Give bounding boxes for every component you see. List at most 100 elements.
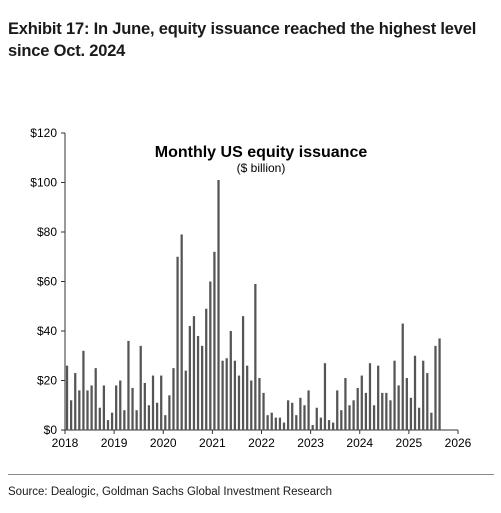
source-note: Source: Dealogic, Goldman Sachs Global I… — [8, 486, 333, 498]
y-tick-label: $40 — [37, 324, 57, 338]
issuance-bar — [246, 365, 249, 430]
x-tick-label: 2019 — [101, 436, 128, 450]
y-tick-label: $20 — [37, 374, 57, 388]
x-tick-label: 2022 — [248, 436, 275, 450]
issuance-bar — [319, 417, 322, 431]
issuance-bar — [282, 422, 286, 430]
issuance-bar — [303, 405, 306, 430]
issuance-bar — [188, 326, 191, 430]
x-tick-label: 2023 — [297, 436, 324, 450]
x-tick-label: 2018 — [52, 436, 79, 450]
issuance-bar — [323, 363, 327, 430]
x-tick-label: 2026 — [445, 436, 472, 450]
issuance-bar — [217, 180, 220, 430]
issuance-bar — [151, 375, 155, 430]
issuance-bar — [327, 420, 331, 430]
issuance-bar — [209, 281, 212, 430]
issuance-bar — [164, 415, 167, 430]
x-tick-label: 2025 — [396, 436, 423, 450]
divider-line — [8, 474, 494, 475]
issuance-bar — [205, 308, 208, 430]
issuance-bar — [201, 345, 204, 430]
issuance-bar — [430, 412, 433, 430]
issuance-bar — [348, 405, 351, 430]
issuance-bar — [360, 375, 363, 430]
issuance-bar — [405, 378, 408, 430]
issuance-bar — [127, 340, 130, 430]
equity-issuance-chart: $0$20$40$60$80$100$120 2018 2019 2020 2021 2… — [30, 126, 472, 450]
issuance-bar — [299, 397, 302, 430]
issuance-bar — [180, 234, 183, 430]
x-tick-label: 2020 — [150, 436, 177, 450]
issuance-bar — [368, 363, 372, 430]
issuance-bar — [86, 390, 89, 430]
issuance-bar — [229, 331, 232, 430]
y-tick-label: $0 — [44, 423, 58, 437]
issuance-bar — [377, 365, 380, 430]
issuance-bar — [160, 375, 163, 430]
issuance-bar — [196, 335, 200, 430]
issuance-bar — [295, 415, 298, 430]
issuance-bar — [389, 400, 392, 430]
issuance-bar — [270, 412, 273, 430]
issuance-bar — [413, 355, 417, 430]
issuance-bar — [352, 400, 355, 430]
issuance-bar — [176, 256, 179, 430]
issuance-bar — [422, 360, 425, 430]
issuance-bar — [434, 345, 437, 430]
issuance-bar — [344, 378, 347, 430]
issuance-bar — [315, 407, 318, 430]
issuance-bar — [78, 390, 81, 430]
issuance-bar — [250, 380, 253, 430]
issuance-bar — [307, 390, 310, 430]
issuance-bar — [417, 407, 421, 430]
issuance-bar — [106, 420, 110, 430]
issuance-bar — [409, 397, 413, 430]
issuance-bar — [254, 283, 257, 430]
issuance-bar — [340, 410, 343, 430]
issuance-bar — [221, 360, 224, 430]
issuance-bar — [258, 378, 261, 430]
issuance-bar — [90, 385, 93, 430]
issuance-bar — [397, 385, 400, 430]
issuance-bar — [266, 415, 269, 430]
issuance-bar — [155, 402, 159, 430]
issuance-bar — [172, 368, 175, 431]
issuance-bar — [168, 395, 171, 430]
y-tick-label: $100 — [30, 176, 57, 190]
issuance-bar — [225, 358, 228, 430]
issuance-bar — [291, 402, 294, 430]
issuance-bar — [110, 412, 114, 430]
issuance-bar — [381, 392, 384, 431]
issuance-bar — [438, 338, 441, 430]
bar-series — [65, 180, 441, 431]
issuance-bar — [426, 373, 429, 430]
issuance-bar — [131, 387, 134, 430]
issuance-bar — [98, 407, 101, 430]
issuance-bar — [70, 400, 73, 430]
issuance-bar — [286, 400, 290, 430]
issuance-bar — [147, 405, 151, 430]
issuance-bar — [82, 350, 85, 430]
x-tick-label: 2024 — [346, 436, 373, 450]
issuance-bar — [237, 375, 241, 430]
issuance-bar — [192, 316, 196, 430]
issuance-bar — [65, 365, 69, 430]
issuance-bar — [135, 410, 138, 430]
issuance-bar — [233, 360, 237, 430]
y-tick-label: $60 — [37, 275, 57, 289]
exhibit-title: Exhibit 17: In June, equity issuance rea… — [8, 20, 477, 60]
issuance-bar — [278, 417, 282, 431]
issuance-bar — [262, 392, 265, 431]
y-tick-label: $120 — [30, 126, 57, 140]
issuance-bar — [123, 410, 126, 430]
issuance-bar — [241, 316, 245, 430]
issuance-bar — [356, 387, 359, 430]
issuance-bar — [102, 385, 106, 430]
issuance-bar — [74, 373, 77, 430]
issuance-bar — [274, 417, 277, 431]
y-tick-label: $80 — [37, 225, 57, 239]
chart-subtitle: ($ billion) — [237, 161, 286, 175]
issuance-bar — [115, 385, 118, 430]
issuance-bar — [364, 392, 368, 431]
